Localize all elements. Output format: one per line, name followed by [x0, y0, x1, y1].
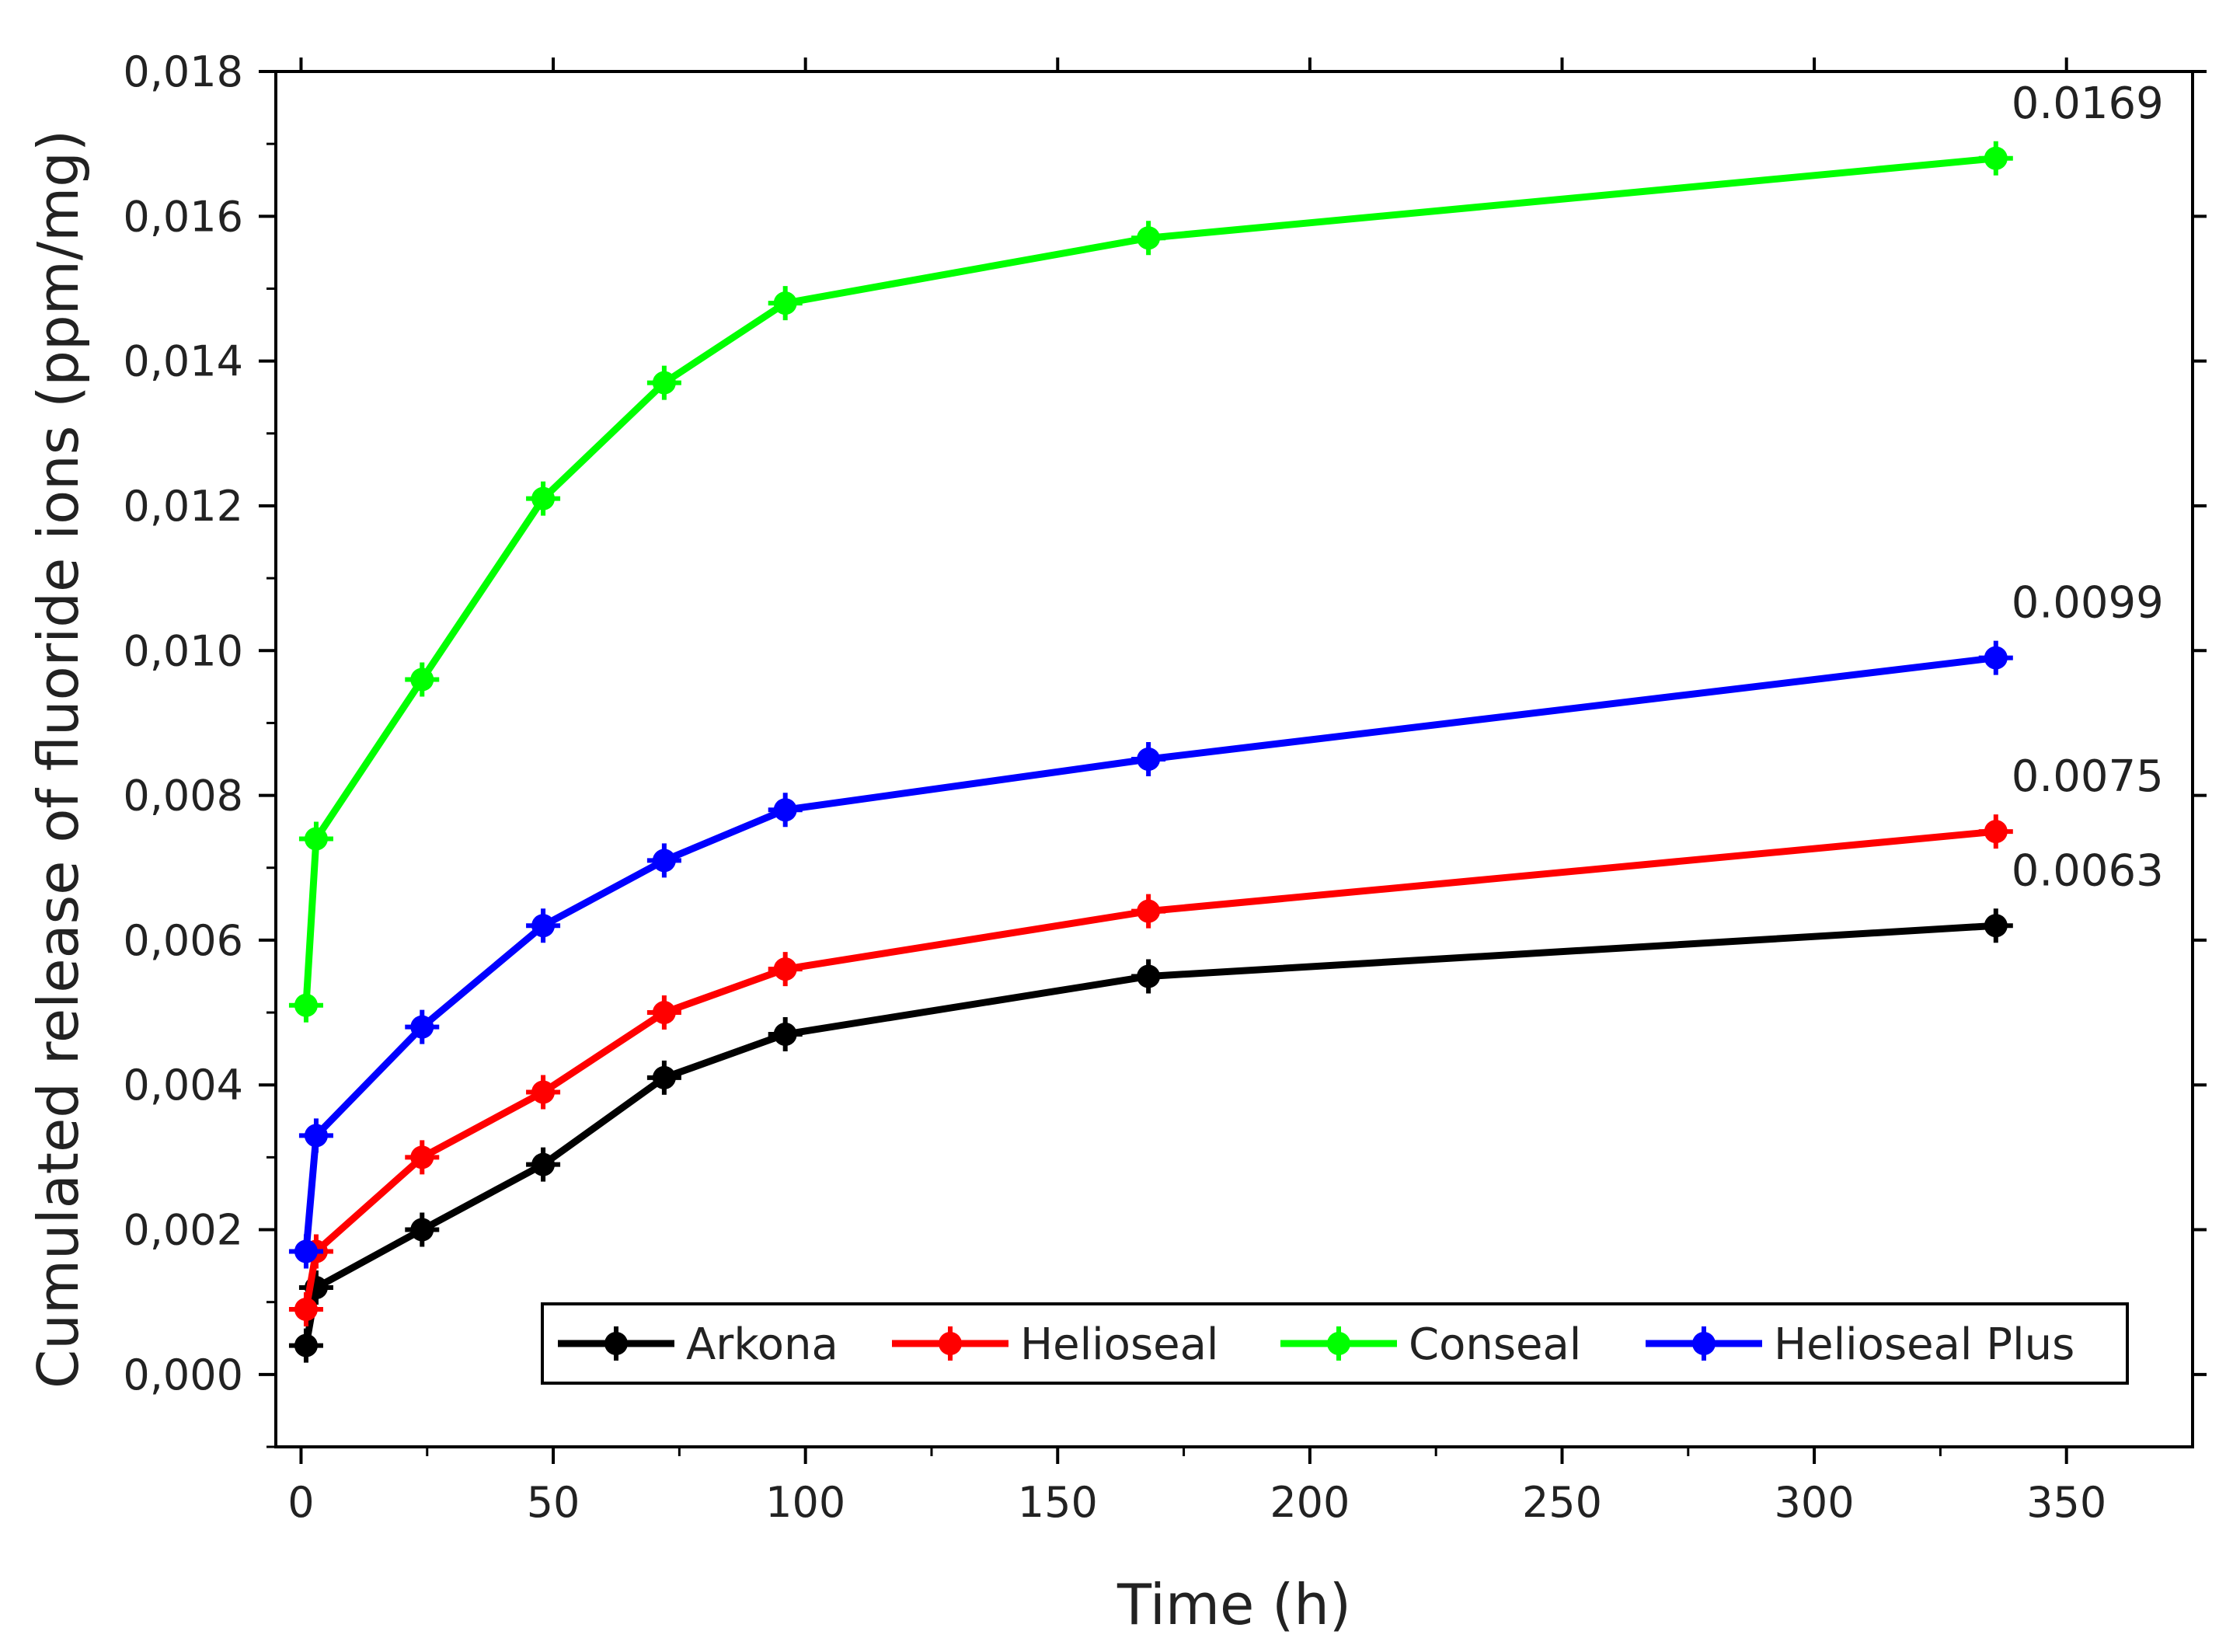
end-labels-layer: 0.0063 0.0075 0.0169 0.0099	[2012, 78, 2164, 896]
data-point	[1978, 141, 2013, 176]
series-line	[302, 654, 1997, 1252]
data-point	[1131, 894, 1166, 929]
x-tick-label: 300	[1775, 1478, 1855, 1527]
data-point	[526, 481, 561, 516]
data-point	[405, 1140, 440, 1175]
y-tick-label: 0,010	[123, 626, 243, 675]
data-point	[1978, 908, 2013, 943]
data-point	[405, 1009, 440, 1044]
series-helioseal	[288, 814, 2013, 1326]
data-point	[288, 988, 323, 1023]
data-point	[1978, 640, 2013, 675]
data-point	[1131, 742, 1166, 776]
series-line	[302, 828, 1997, 1310]
x-tick-label: 50	[527, 1478, 580, 1527]
series-conseal	[288, 141, 2013, 1023]
data-point	[288, 1292, 323, 1326]
y-tick-label: 0,016	[123, 192, 243, 241]
data-point	[1131, 959, 1166, 994]
legend-item: Helioseal Plus	[1646, 1319, 2074, 1370]
data-point	[405, 1212, 440, 1247]
data-point	[768, 793, 803, 828]
y-tick-label: 0,012	[123, 482, 243, 531]
x-tick-label: 200	[1270, 1478, 1350, 1527]
y-tick-label: 0,004	[123, 1061, 243, 1110]
series-end-label: 0.0063	[2012, 845, 2164, 896]
x-tick-label: 0	[287, 1478, 314, 1527]
legend-label: Helioseal	[1020, 1319, 1218, 1370]
series-end-label: 0.0169	[2012, 78, 2164, 129]
series-layer	[288, 141, 2013, 1363]
series-line	[302, 922, 1997, 1347]
x-axis-title: Time (h)	[1116, 1572, 1351, 1637]
legend-label: Conseal	[1409, 1319, 1581, 1370]
x-tick-label: 350	[2026, 1478, 2106, 1527]
data-point	[526, 908, 561, 943]
legend-label: Helioseal Plus	[1774, 1319, 2074, 1370]
x-tick-label: 150	[1018, 1478, 1098, 1527]
y-tick-label: 0,000	[123, 1351, 243, 1399]
data-point	[526, 1075, 561, 1110]
data-point	[526, 1147, 561, 1182]
y-tick-label: 0,002	[123, 1206, 243, 1255]
y-tick-label: 0,018	[123, 47, 243, 96]
data-point	[646, 995, 681, 1030]
series-arkona	[288, 908, 2013, 1363]
data-point	[768, 286, 803, 321]
data-point	[1131, 221, 1166, 256]
y-tick-label: 0,014	[123, 337, 243, 386]
data-point	[646, 1060, 681, 1095]
plot-area-frame	[274, 70, 2194, 1448]
legend-item: Conseal	[1280, 1319, 1581, 1370]
legend-item: Arkona	[558, 1319, 838, 1370]
data-point	[1978, 814, 2013, 849]
series-end-label: 0.0075	[2012, 751, 2164, 802]
data-point	[646, 843, 681, 878]
data-point	[298, 1118, 333, 1153]
data-point	[646, 365, 681, 400]
legend-swatch-marker	[599, 1326, 633, 1361]
data-point	[405, 662, 440, 697]
series-line	[302, 155, 1997, 1006]
data-point	[298, 821, 333, 856]
legend-swatch-marker	[933, 1326, 967, 1361]
y-tick-label: 0,008	[123, 772, 243, 821]
legend-swatch-marker	[1687, 1326, 1721, 1361]
legend: Arkona Helioseal Conseal Helioseal Plus	[541, 1302, 2129, 1385]
legend-swatch-marker	[1322, 1326, 1356, 1361]
data-point	[288, 1234, 323, 1269]
x-tick-label: 250	[1522, 1478, 1602, 1527]
data-point	[768, 952, 803, 987]
y-axis-title: Cumulated release of fluoride ions (ppm/…	[26, 130, 91, 1389]
y-tick-label: 0,006	[123, 916, 243, 965]
series-helioseal-plus	[288, 640, 2013, 1269]
legend-item: Helioseal	[892, 1319, 1218, 1370]
legend-label: Arkona	[686, 1319, 838, 1370]
data-point	[288, 1328, 323, 1363]
tick-labels-layer: 0 50 100 150 200 250 300 350 0,000 0,002 0,004 0,00…	[123, 47, 2106, 1527]
x-tick-label: 100	[765, 1478, 845, 1527]
data-point	[768, 1017, 803, 1051]
series-end-label: 0.0099	[2012, 578, 2164, 629]
